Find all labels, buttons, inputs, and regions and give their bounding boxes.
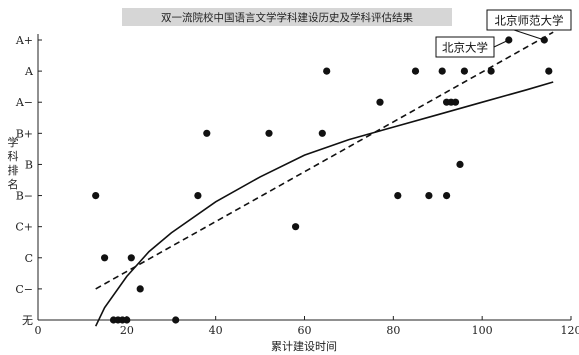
y-axis-title-char: 科 bbox=[8, 149, 19, 163]
x-tick-label: 40 bbox=[209, 324, 223, 337]
x-tick-label: 60 bbox=[298, 324, 312, 337]
x-tick-label: 120 bbox=[561, 324, 579, 337]
y-tick-label: B bbox=[25, 158, 33, 171]
data-point bbox=[172, 316, 180, 324]
data-point bbox=[123, 316, 131, 324]
callout-box bbox=[486, 9, 572, 31]
y-tick-label: B− bbox=[16, 190, 33, 203]
data-point bbox=[376, 98, 384, 106]
x-tick-label: 20 bbox=[120, 324, 134, 337]
x-tick-label: 100 bbox=[472, 324, 493, 337]
y-ticks: 无 C− C C+ B− B B+ A− A A+ bbox=[15, 34, 42, 327]
y-tick-label: C bbox=[25, 252, 33, 265]
callout-label: 北京大学 bbox=[442, 41, 488, 55]
data-point bbox=[451, 98, 460, 106]
data-point bbox=[194, 192, 202, 200]
y-tick-label: A+ bbox=[15, 34, 33, 47]
x-tick-label: 0 bbox=[35, 324, 42, 337]
data-point bbox=[292, 223, 300, 231]
x-ticks: 0 20 40 60 80 100 120 bbox=[35, 316, 579, 337]
x-tick-label: 80 bbox=[386, 324, 400, 337]
y-axis-title-char: 学 bbox=[8, 135, 19, 149]
y-axis-title: 学科排名 bbox=[8, 135, 19, 191]
data-point bbox=[460, 67, 468, 75]
data-point bbox=[323, 67, 331, 75]
y-axis-title-char: 名 bbox=[8, 177, 19, 191]
data-point bbox=[487, 67, 495, 75]
callout-leader bbox=[493, 39, 510, 48]
callout-label: 北京师范大学 bbox=[495, 14, 564, 28]
data-point bbox=[127, 254, 135, 262]
data-point bbox=[545, 67, 553, 75]
data-point bbox=[101, 254, 109, 262]
data-point bbox=[265, 129, 273, 137]
y-tick-label: C+ bbox=[15, 221, 33, 234]
data-point bbox=[136, 285, 144, 293]
data-point bbox=[411, 67, 420, 75]
chart-title-group: 双一流院校中国语言文学学科建设历史及学科评估结果 bbox=[122, 8, 452, 26]
y-axis-title-char: 排 bbox=[8, 163, 19, 177]
dashed-trend-line bbox=[95, 31, 554, 290]
data-point bbox=[425, 192, 433, 200]
y-tick-label: C− bbox=[15, 283, 33, 296]
data-point bbox=[92, 192, 100, 200]
x-axis-title: 累计建设时间 bbox=[271, 339, 337, 353]
chart-title: 双一流院校中国语言文学学科建设历史及学科评估结果 bbox=[161, 11, 413, 24]
data-point bbox=[394, 192, 402, 200]
data-point bbox=[203, 129, 211, 137]
solid-trend-line bbox=[94, 81, 554, 327]
callout-box bbox=[435, 36, 495, 58]
data-points bbox=[92, 36, 553, 324]
data-point bbox=[443, 192, 451, 200]
data-point bbox=[438, 67, 446, 75]
trend-lines bbox=[94, 31, 554, 327]
data-point bbox=[456, 160, 464, 168]
y-tick-label: A bbox=[24, 65, 34, 78]
data-point bbox=[318, 129, 326, 137]
chart-title-background bbox=[122, 8, 452, 26]
y-tick-label: A− bbox=[15, 96, 33, 109]
y-tick-label: B+ bbox=[16, 127, 33, 140]
y-tick-label: 无 bbox=[22, 314, 33, 327]
callout-leader bbox=[513, 29, 545, 41]
